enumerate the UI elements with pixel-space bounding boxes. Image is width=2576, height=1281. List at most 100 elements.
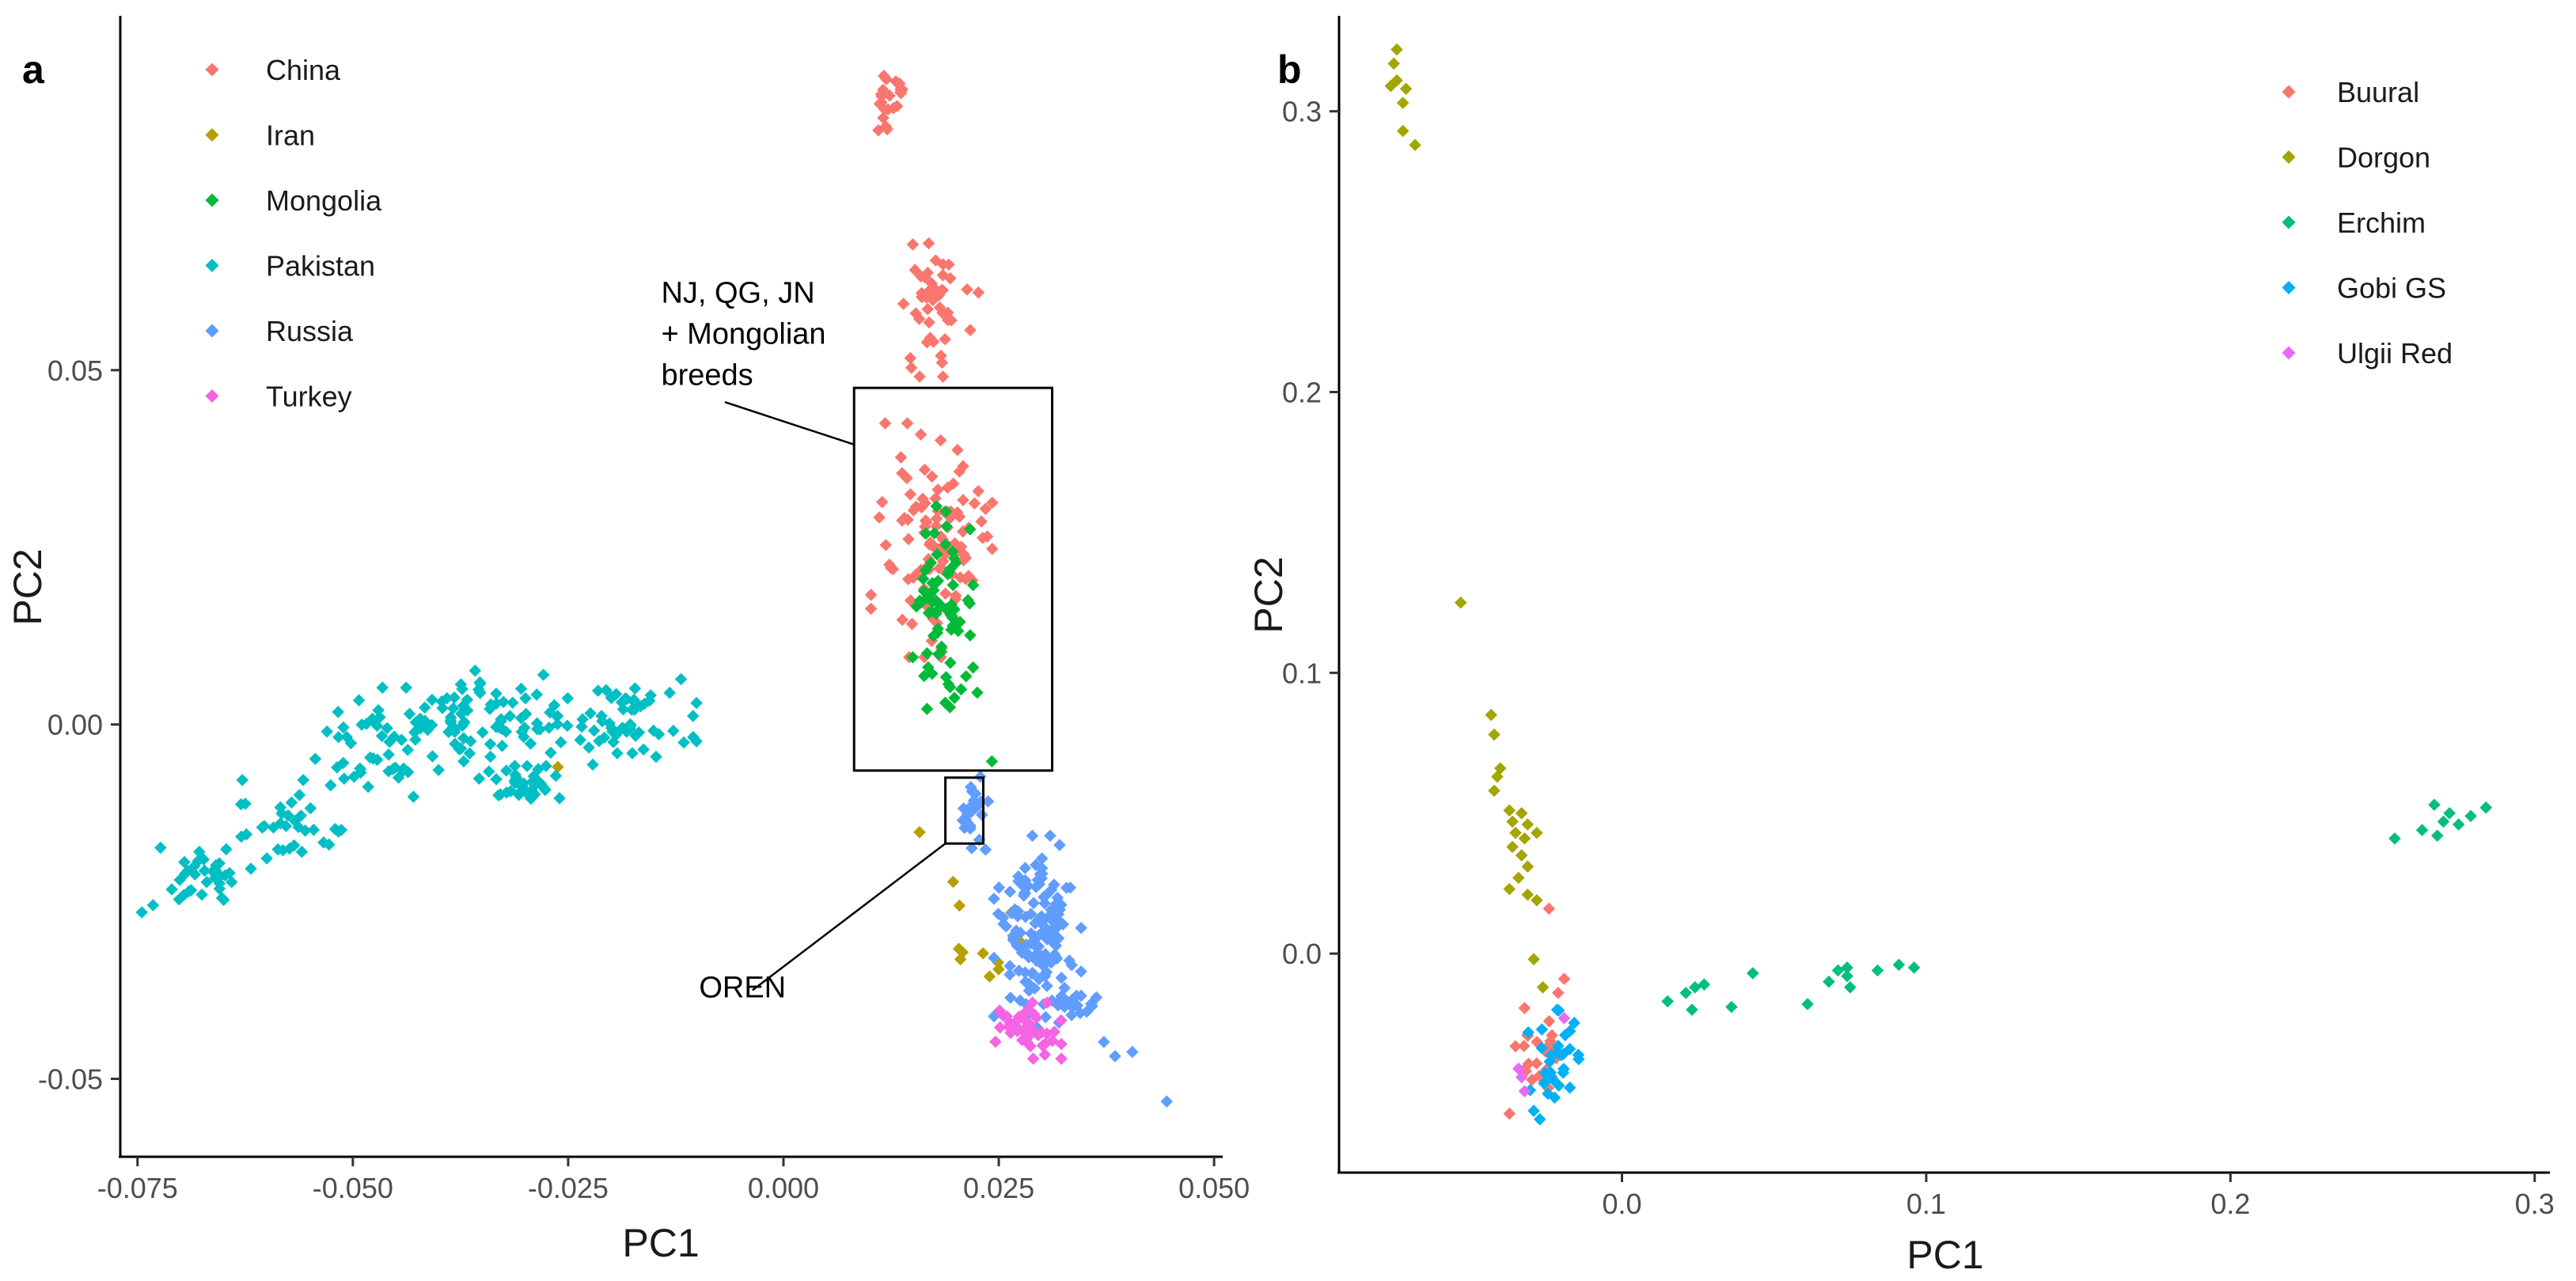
- data-point: [690, 696, 703, 710]
- data-point: [913, 826, 926, 839]
- data-point: [382, 748, 395, 761]
- data-point: [985, 496, 999, 510]
- data-point: [877, 112, 890, 124]
- data-point: [912, 313, 926, 325]
- data-point: [292, 821, 305, 834]
- x-tick-label: -0.075: [97, 1172, 178, 1204]
- data-point: [2479, 801, 2493, 814]
- data-point: [165, 883, 178, 896]
- data-point: [271, 843, 284, 856]
- data-point: [628, 703, 641, 716]
- data-point: [1055, 972, 1068, 984]
- data-point: [362, 780, 374, 794]
- data-point: [1522, 1057, 1535, 1071]
- data-point: [904, 351, 917, 365]
- data-point: [400, 681, 412, 694]
- data-point: [1568, 1017, 1580, 1029]
- data-point: [1027, 896, 1040, 910]
- data-point: [920, 646, 934, 660]
- x-tick-label: -0.050: [313, 1172, 393, 1204]
- data-point: [539, 783, 552, 797]
- data-point: [304, 802, 317, 815]
- data-point: [418, 701, 431, 714]
- data-point: [323, 838, 336, 851]
- legend-key: [2282, 281, 2296, 294]
- data-point: [1055, 1014, 1068, 1027]
- data-point: [1521, 860, 1535, 873]
- data-point: [1503, 804, 1516, 817]
- data-point: [521, 760, 533, 772]
- data-point: [1557, 1012, 1571, 1025]
- data-point: [963, 523, 977, 536]
- data-point: [959, 669, 973, 683]
- data-point: [1057, 918, 1069, 930]
- data-point: [490, 697, 503, 710]
- data-point: [961, 283, 973, 296]
- data-point: [873, 511, 886, 524]
- data-point: [920, 703, 934, 715]
- data-point: [285, 796, 298, 809]
- data-point: [401, 743, 414, 756]
- data-point: [552, 760, 564, 774]
- data-point: [551, 710, 563, 723]
- data-point: [919, 563, 932, 577]
- data-point: [989, 1035, 1002, 1048]
- series-erchim: [1661, 798, 2493, 1016]
- data-point: [949, 589, 962, 602]
- data-point: [293, 789, 306, 802]
- panel-a-pca-countries: a NJ, QG, JN + Mongolian breeds OREN -0.075…: [6, 16, 1250, 1265]
- data-point: [464, 735, 477, 748]
- data-point: [901, 514, 914, 526]
- data-point: [878, 417, 892, 430]
- legend-key: [2282, 215, 2296, 229]
- data-point: [979, 502, 992, 515]
- data-point: [517, 777, 530, 790]
- x-tick-label: 0.000: [748, 1172, 819, 1204]
- data-point: [2428, 798, 2441, 811]
- data-point: [959, 813, 973, 826]
- data-point: [561, 692, 575, 705]
- data-point: [880, 73, 893, 85]
- data-point: [530, 688, 544, 701]
- data-point: [972, 485, 984, 498]
- data-point: [1823, 975, 1835, 988]
- data-point: [896, 613, 909, 627]
- data-point: [1019, 874, 1032, 887]
- data-point: [200, 876, 214, 889]
- data-point: [1679, 987, 1693, 999]
- data-point: [352, 694, 366, 707]
- data-point: [905, 362, 918, 374]
- panel-a-y-ticks: 0.05 0.00 -0.05: [38, 354, 120, 1095]
- data-point: [901, 573, 915, 586]
- data-point: [492, 789, 505, 802]
- data-point: [225, 875, 238, 889]
- data-point: [930, 500, 943, 513]
- data-point: [1046, 936, 1060, 949]
- legend-label: China: [266, 54, 341, 86]
- data-point: [992, 881, 1006, 894]
- data-point: [1051, 906, 1064, 919]
- panel-b-pca-breeds: b 0.0 0.1 0.2 0.3 0.3 0.2 0.1 0.0 PC1 PC2 Buur…: [1246, 16, 2555, 1277]
- data-point: [537, 669, 550, 681]
- data-point: [1515, 849, 1528, 862]
- data-point: [914, 428, 928, 441]
- data-point: [1055, 1037, 1068, 1051]
- panel-b-label: b: [1277, 47, 1302, 92]
- data-point: [591, 684, 605, 697]
- panel-a-label: a: [22, 47, 45, 92]
- series-china: [864, 70, 999, 664]
- panel-b-legend: Buural Dorgon Erchim Gobi GS Ulgii Red: [2282, 76, 2453, 370]
- data-point: [1535, 1023, 1549, 1036]
- legend-key: [205, 324, 219, 338]
- data-point: [939, 671, 953, 684]
- data-point: [902, 532, 915, 546]
- data-point: [944, 656, 957, 669]
- data-point: [925, 470, 939, 483]
- data-point: [894, 86, 908, 100]
- data-point: [223, 866, 236, 880]
- data-point: [519, 692, 532, 705]
- y-tick-label: 0.05: [47, 354, 103, 387]
- legend-label: Ulgii Red: [2337, 337, 2453, 370]
- data-point: [1518, 832, 1531, 845]
- data-point: [210, 869, 223, 882]
